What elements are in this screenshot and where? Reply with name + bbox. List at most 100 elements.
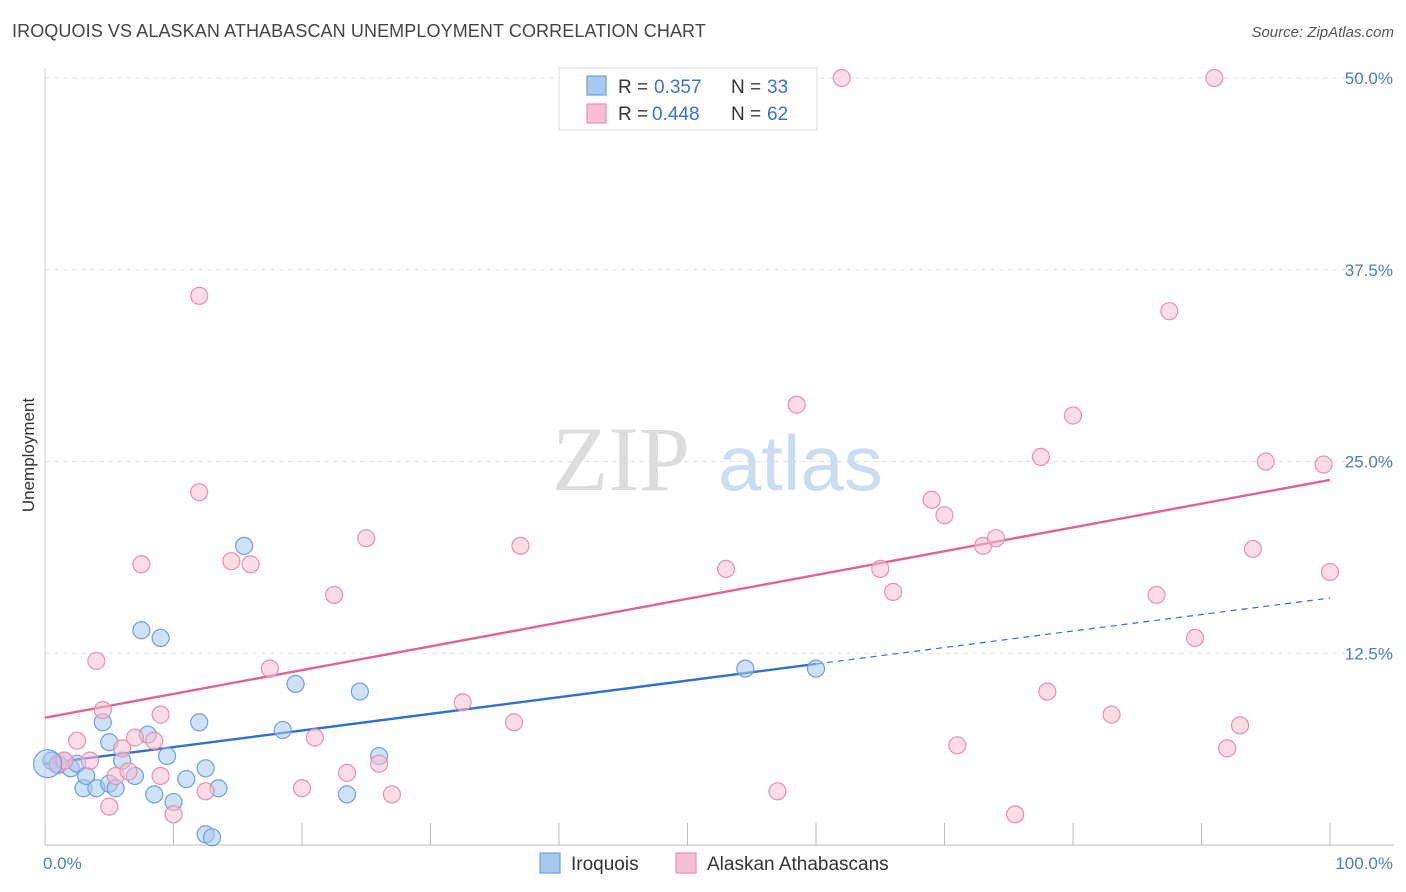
point-alaskan	[93, 700, 112, 720]
point-alaskan	[716, 559, 736, 578]
point-alaskan	[1320, 562, 1340, 582]
point-alaskan	[222, 552, 241, 571]
watermark: ZIP atlas	[552, 408, 883, 510]
point-alaskan	[1006, 805, 1025, 824]
point-alaskan	[241, 555, 260, 574]
point-alaskan	[1218, 739, 1237, 758]
point-alaskan	[1256, 452, 1275, 471]
point-alaskan	[151, 705, 170, 724]
legend-n-label-iroquois: N =	[731, 77, 761, 98]
point-alaskan	[768, 782, 787, 801]
point-alaskan	[190, 483, 209, 502]
point-alaskan	[382, 785, 402, 804]
point-alaskan	[948, 736, 967, 755]
point-alaskan	[325, 585, 344, 605]
source-note: Source: ZipAtlas.com	[1251, 24, 1394, 41]
point-iroquois	[806, 659, 826, 678]
legend-r-value-iroquois: 0.357	[654, 77, 702, 98]
point-iroquois	[350, 682, 369, 701]
y-tick-label: 12.5%	[1345, 644, 1393, 663]
y-tick-label: 37.5%	[1345, 261, 1393, 280]
series-legend-label-iroquois: Iroquois	[571, 854, 639, 875]
point-alaskan	[1314, 455, 1333, 474]
point-alaskan	[1185, 628, 1205, 648]
point-alaskan	[1147, 585, 1166, 605]
watermark-zip: ZIP	[552, 408, 690, 510]
point-alaskan	[935, 506, 954, 525]
point-iroquois	[736, 659, 755, 678]
point-alaskan	[1243, 539, 1263, 559]
point-alaskan	[112, 739, 132, 758]
trendline-alaskan	[44, 478, 1331, 719]
legend-r-value-alaskan: 0.448	[652, 104, 700, 125]
legend-n-value-alaskan: 62	[767, 104, 788, 125]
y-tick-label: 25.0%	[1345, 453, 1393, 472]
point-alaskan	[1160, 302, 1179, 321]
point-alaskan	[190, 286, 209, 305]
point-alaskan	[145, 731, 164, 750]
point-alaskan	[787, 395, 806, 414]
chart-title: IROQUOIS VS ALASKAN ATHABASCAN UNEMPLOYM…	[12, 21, 706, 41]
point-iroquois	[196, 759, 215, 778]
axes	[44, 68, 1394, 846]
data-points	[32, 68, 1340, 847]
point-alaskan	[1031, 447, 1050, 466]
point-iroquois	[151, 628, 170, 648]
trendline-iroquois	[44, 662, 817, 765]
point-iroquois	[145, 785, 164, 804]
point-alaskan	[80, 751, 100, 770]
trendline-iroquois-extension	[815, 597, 1331, 665]
point-alaskan	[337, 763, 357, 783]
point-alaskan	[504, 713, 524, 732]
point-alaskan	[871, 559, 890, 578]
legend-swatch-alaskan	[586, 103, 607, 124]
point-alaskan	[68, 731, 87, 750]
point-iroquois-cluster	[32, 749, 63, 779]
point-alaskan	[260, 659, 279, 678]
point-alaskan	[305, 728, 324, 747]
point-iroquois	[286, 674, 305, 694]
point-alaskan	[1063, 406, 1083, 425]
point-alaskan	[1230, 716, 1250, 735]
point-iroquois	[157, 746, 177, 766]
legend-r-label-iroquois: R =	[618, 77, 648, 98]
point-iroquois	[235, 536, 254, 555]
point-iroquois	[132, 621, 151, 640]
point-alaskan	[119, 762, 138, 781]
point-alaskan	[1102, 705, 1121, 724]
point-alaskan	[100, 797, 119, 816]
series-legend-swatch-alaskan	[675, 852, 697, 874]
point-iroquois	[177, 769, 196, 789]
point-alaskan	[453, 693, 472, 712]
point-alaskan	[883, 582, 903, 601]
tick-labels: 12.5% 25.0% 37.5% 50.0% 0.0% 100.0%	[43, 69, 1393, 873]
x-tick-label-max: 100.0%	[1335, 854, 1393, 873]
legend-swatch-iroquois	[586, 75, 607, 96]
stats-legend: R = 0.357 N = 33 R = 0.448 N = 62	[558, 67, 818, 131]
point-alaskan	[164, 805, 183, 824]
point-alaskan	[922, 490, 941, 509]
series-legend-label-alaskan: Alaskan Athabascans	[707, 854, 889, 875]
trend-lines	[44, 478, 1331, 765]
point-alaskan	[357, 529, 376, 548]
point-alaskan	[1205, 68, 1224, 88]
point-iroquois	[202, 828, 222, 847]
y-axis-label: Unemployment	[19, 398, 38, 513]
point-alaskan	[87, 651, 106, 671]
series-legend-swatch-iroquois	[539, 852, 561, 874]
series-legend: Iroquois Alaskan Athabascans	[539, 852, 889, 875]
legend-n-value-iroquois: 33	[767, 77, 788, 98]
watermark-atlas: atlas	[718, 419, 883, 507]
point-alaskan	[196, 782, 215, 801]
point-alaskan	[125, 728, 145, 747]
point-alaskan	[511, 536, 530, 555]
point-alaskan	[132, 555, 151, 574]
point-iroquois	[337, 785, 357, 804]
point-alaskan	[370, 754, 389, 773]
y-tick-label: 50.0%	[1345, 69, 1393, 88]
legend-n-label-alaskan: N =	[731, 104, 761, 125]
legend-r-label-alaskan: R =	[618, 104, 648, 125]
point-alaskan	[1038, 682, 1057, 701]
point-alaskan	[292, 779, 312, 798]
